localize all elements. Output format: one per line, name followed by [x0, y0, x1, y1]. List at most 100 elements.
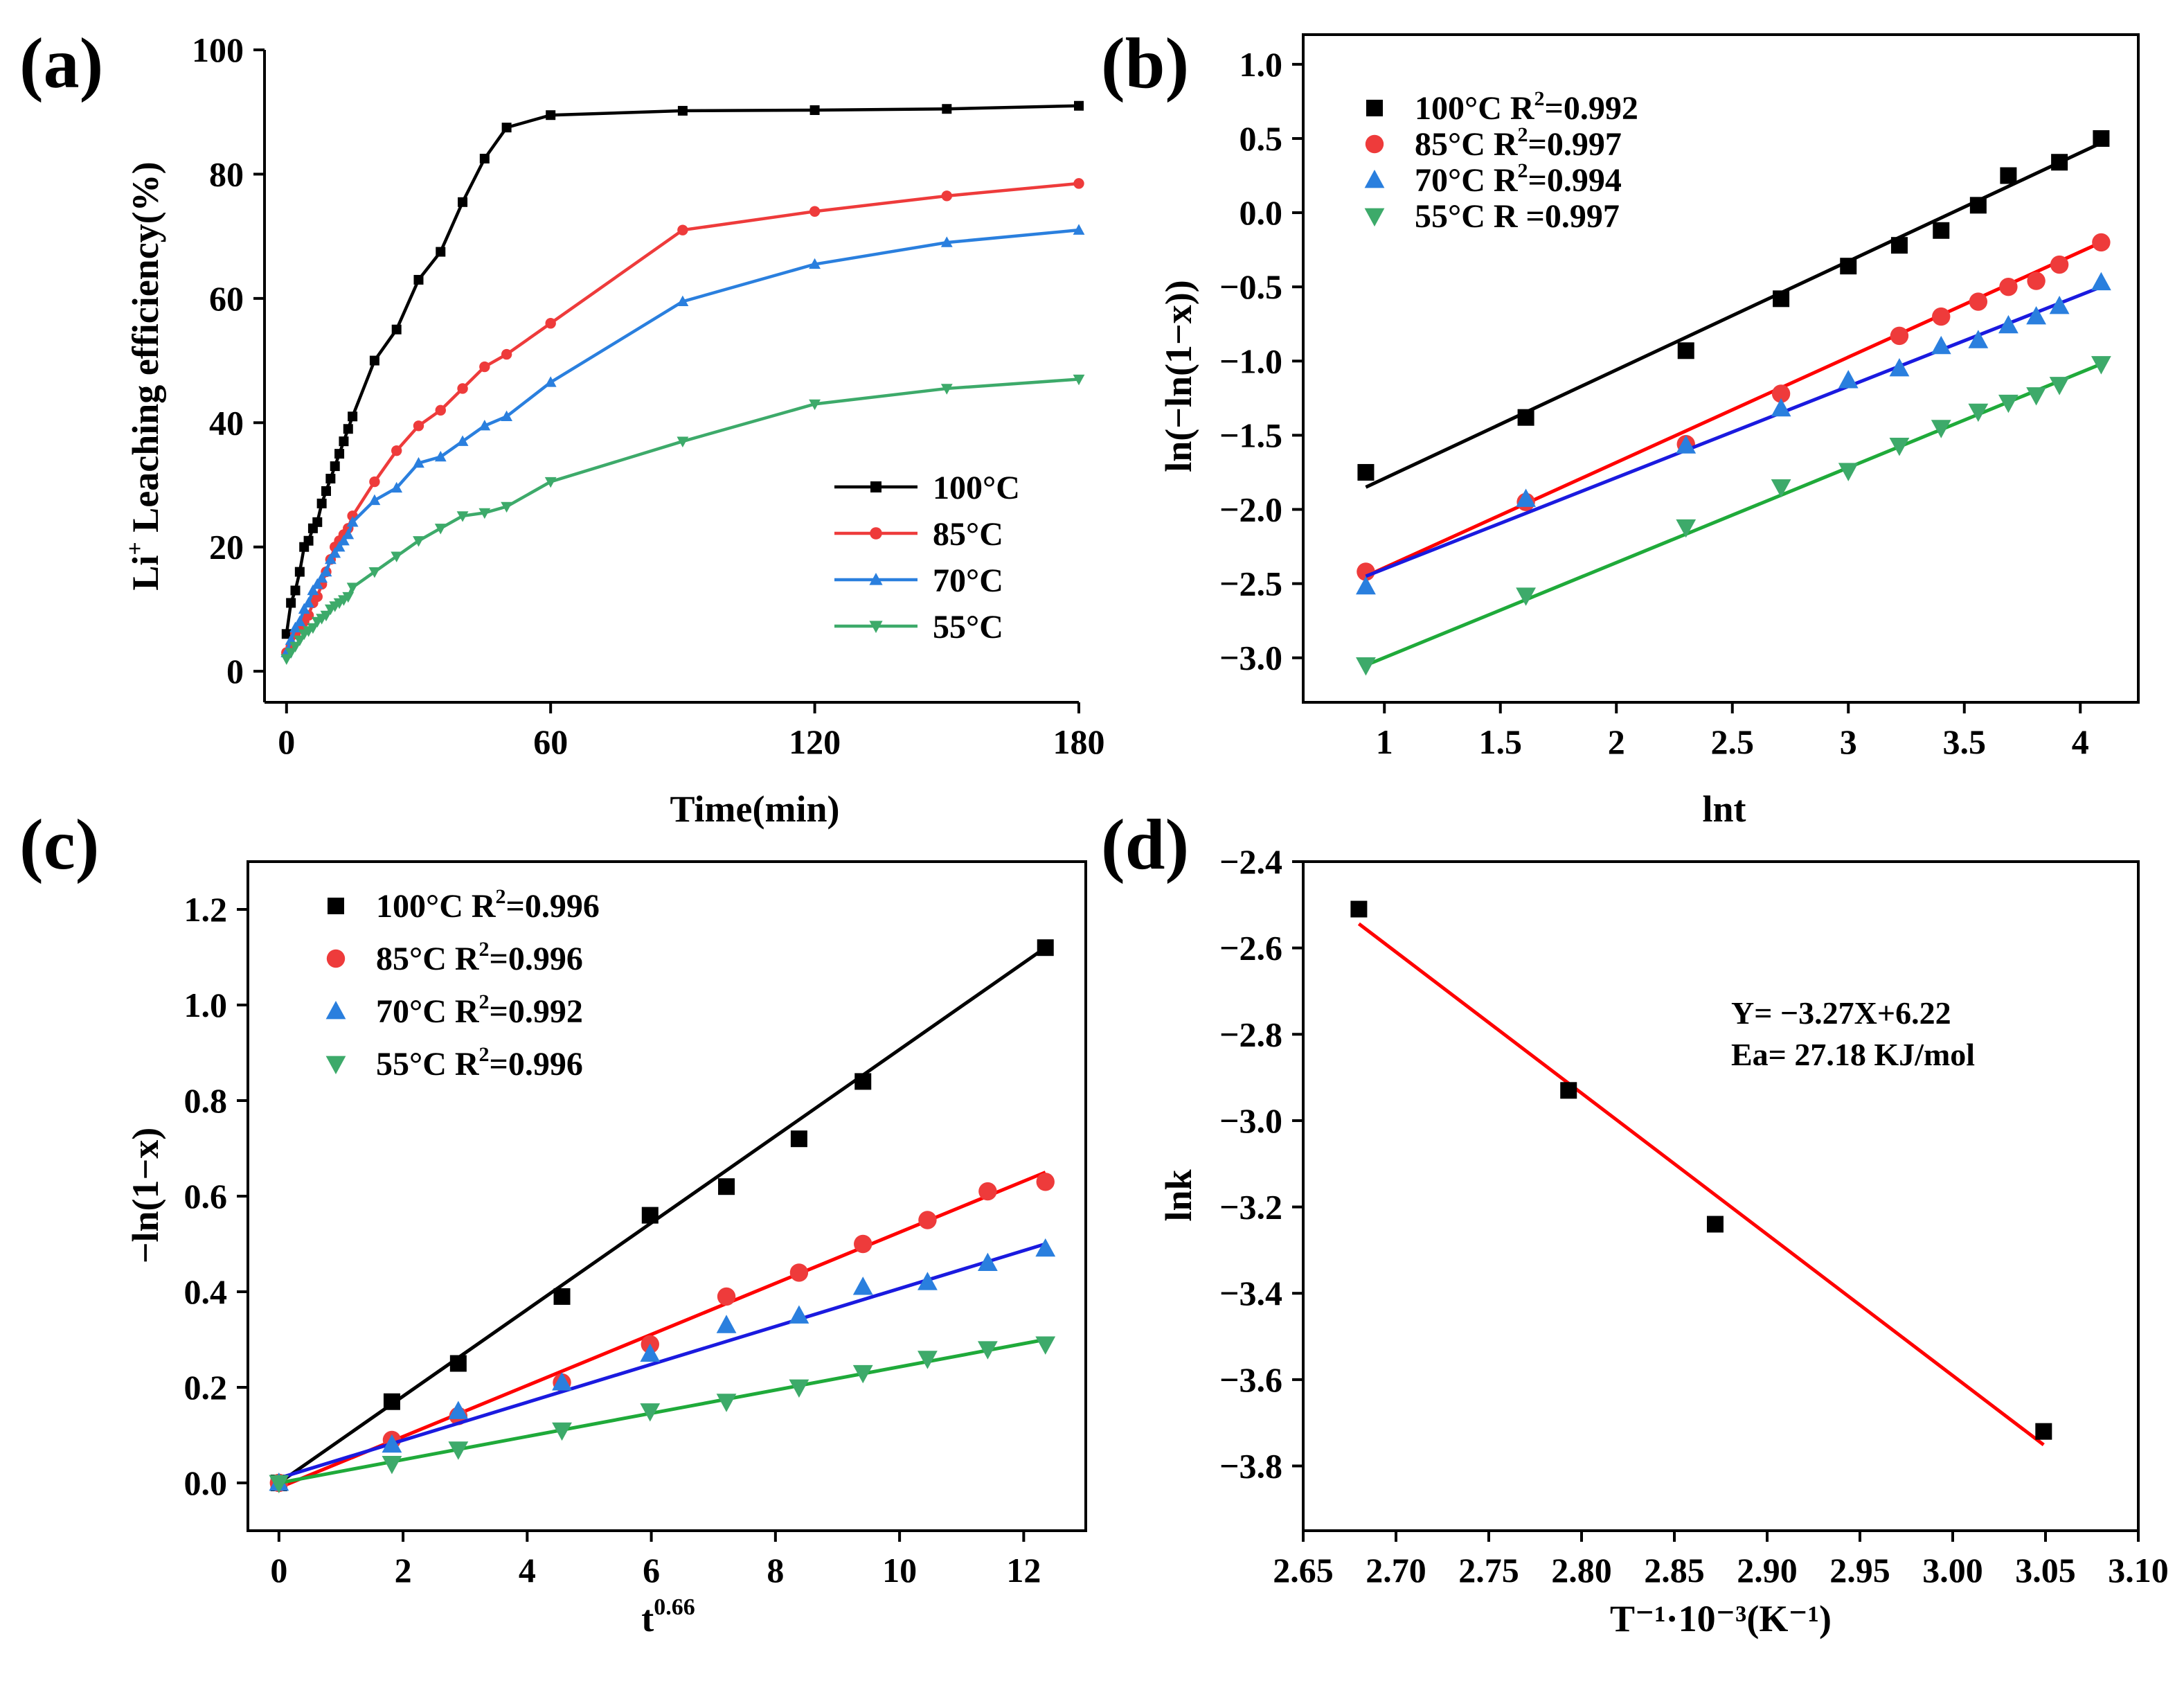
- data-point: [413, 536, 424, 547]
- y-tick-label: −3.8: [1219, 1447, 1282, 1486]
- data-point: [294, 635, 306, 647]
- data-point: [1676, 435, 1697, 454]
- data-point: [789, 1305, 809, 1324]
- data-point: [854, 1234, 872, 1254]
- panel-b: (b) 1 1.5 2 2.5 3 3.5 4 −3.0 −2.5 −2.0 −1.5 −1.0 −0.5…: [1101, 24, 2140, 830]
- x-tick-label: 180: [1053, 722, 1105, 761]
- legend-marker: [869, 573, 883, 585]
- data-point: [1516, 488, 1536, 507]
- fit-line: [278, 1337, 1046, 1485]
- y-tick-label: −2.5: [1219, 564, 1282, 603]
- legend-label: 70°C R2=0.992: [376, 990, 583, 1030]
- data-point: [1840, 258, 1857, 275]
- data-point: [382, 1434, 402, 1453]
- data-point: [346, 582, 359, 594]
- data-point: [677, 224, 688, 235]
- legend-marker: [869, 621, 883, 633]
- y-tick-label: 1.0: [1239, 45, 1283, 84]
- x-tick-label: 8: [767, 1551, 784, 1590]
- y-axis-title: lnk: [1158, 1169, 1199, 1221]
- data-point: [977, 1252, 998, 1271]
- data-point: [809, 258, 821, 269]
- data-point: [348, 411, 358, 422]
- y-tick-label: 80: [209, 154, 244, 193]
- data-point: [918, 1272, 938, 1290]
- x-tick-label: 6: [643, 1551, 660, 1590]
- data-point: [1771, 384, 1791, 403]
- legend-marker: [1364, 208, 1385, 226]
- data-point: [2093, 130, 2110, 147]
- data-point: [1933, 222, 1950, 239]
- data-point: [2026, 387, 2046, 406]
- data-point: [330, 461, 340, 472]
- y-tick-label: −2.4: [1219, 842, 1282, 881]
- series-70°C: [280, 224, 1085, 657]
- legend-marker: [870, 527, 882, 540]
- data-point: [1890, 326, 1909, 346]
- data-point: [1357, 463, 1375, 481]
- data-point: [640, 1343, 661, 1362]
- data-point: [918, 1211, 937, 1229]
- data-point: [346, 516, 359, 527]
- data-point: [501, 123, 512, 133]
- series-55°C: [1356, 356, 2111, 676]
- data-point: [1838, 370, 1859, 389]
- y-tick-label: 1.2: [184, 890, 228, 929]
- data-point: [413, 420, 424, 432]
- y-tick-label: 0.2: [184, 1368, 228, 1407]
- data-point: [436, 247, 446, 257]
- y-tick-label: −1.5: [1219, 416, 1282, 454]
- data-point: [1356, 657, 1376, 676]
- data-point: [456, 435, 469, 446]
- data-point: [1036, 1173, 1055, 1191]
- data-point: [1998, 394, 2019, 413]
- annotation: Y= −3.27X+6.22: [1731, 995, 1951, 1031]
- data-point: [413, 274, 424, 285]
- data-point: [1932, 307, 1951, 326]
- data-point: [716, 1315, 737, 1333]
- data-point: [391, 481, 403, 493]
- series-data: [1350, 900, 2052, 1446]
- data-point: [1516, 587, 1536, 606]
- data-point: [448, 1441, 469, 1460]
- legend-label: 55°C: [933, 609, 1003, 646]
- data-point: [369, 476, 380, 488]
- legend: 100°C R2=0.996 85°C R2=0.996 70°C R2=0.992…: [325, 885, 600, 1083]
- data-point: [1677, 342, 1694, 359]
- x-tick-label: 0: [278, 722, 295, 761]
- x-tick-label: 10: [882, 1551, 917, 1590]
- x-tick-label: 2.80: [1551, 1551, 1612, 1590]
- panel-d: (d) 2.65 2.70 2.75 2.80 2.85 2.90 2.95 3.00 3.05 3…: [1101, 805, 2169, 1639]
- x-tick-label: 2.85: [1644, 1551, 1705, 1590]
- legend-label: 55°C R2=0.996: [376, 1043, 583, 1083]
- data-point: [1890, 237, 1908, 254]
- fit-line: [1365, 285, 2102, 578]
- series-55°C: [280, 374, 1085, 665]
- legend-marker: [328, 898, 344, 914]
- data-point: [1771, 398, 1791, 417]
- x-axis-title: Time(min): [670, 788, 840, 830]
- x-tick-label: 1.5: [1479, 722, 1523, 761]
- data-point: [2027, 272, 2046, 290]
- data-point: [1073, 374, 1085, 386]
- data-point: [413, 456, 424, 468]
- data-point: [1969, 197, 1987, 214]
- data-point: [324, 553, 337, 564]
- data-point: [434, 450, 447, 462]
- data-point: [544, 477, 557, 488]
- y-tick-label: −0.5: [1219, 267, 1282, 306]
- data-point: [2049, 377, 2070, 395]
- series-55°C: [269, 1336, 1056, 1493]
- y-tick-label: 1.0: [184, 986, 228, 1024]
- legend-marker: [1365, 134, 1384, 154]
- x-tick-label: 2.65: [1273, 1551, 1334, 1590]
- data-point: [290, 585, 301, 596]
- panel-label: (c): [19, 805, 99, 884]
- y-tick-label: 0: [226, 652, 244, 691]
- fit-line: [278, 1171, 1046, 1490]
- data-point: [435, 404, 446, 416]
- data-point: [369, 355, 379, 366]
- data-point: [289, 621, 301, 632]
- data-point: [1037, 939, 1054, 957]
- data-point: [501, 348, 512, 360]
